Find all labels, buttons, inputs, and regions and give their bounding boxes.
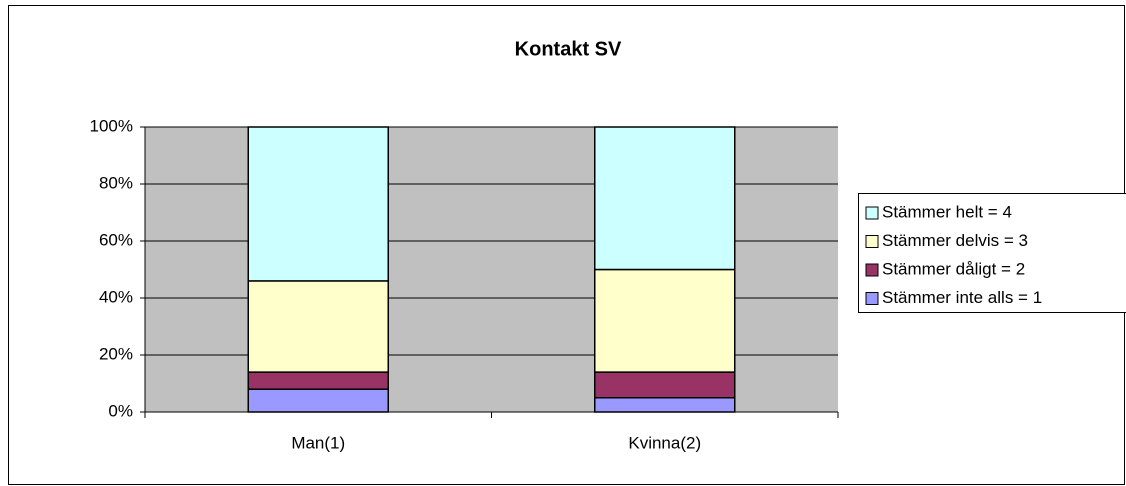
y-tick-label: 100% <box>90 116 133 135</box>
legend-swatch <box>865 235 879 248</box>
bar-segment <box>247 280 389 373</box>
x-tick-label: Man(1) <box>291 433 345 452</box>
legend-box <box>858 193 1126 313</box>
bar-segment <box>247 388 389 413</box>
bar-segment <box>594 268 736 373</box>
y-tick-label: 80% <box>99 173 133 192</box>
bar-segment <box>247 126 389 282</box>
legend-swatch <box>865 206 879 220</box>
bar-segment <box>594 397 736 413</box>
x-tick-label: Kvinna(2) <box>628 433 701 452</box>
legend-label: Stämmer helt = 4 <box>882 202 1012 221</box>
bar-segment <box>594 126 736 271</box>
legend-label: Stämmer delvis = 3 <box>882 231 1028 250</box>
chart-title: Kontakt SV <box>515 38 622 60</box>
legend-swatch <box>865 263 879 277</box>
bar-segment <box>594 371 736 399</box>
y-tick-label: 60% <box>99 230 133 249</box>
legend-swatch <box>865 292 879 305</box>
y-tick-label: 0% <box>108 401 133 420</box>
bar-segment <box>247 371 389 390</box>
y-tick-label: 20% <box>99 344 133 363</box>
legend-label: Stämmer inte alls = 1 <box>882 288 1042 307</box>
y-tick-label: 40% <box>99 287 133 306</box>
legend-label: Stämmer dåligt = 2 <box>882 259 1025 278</box>
